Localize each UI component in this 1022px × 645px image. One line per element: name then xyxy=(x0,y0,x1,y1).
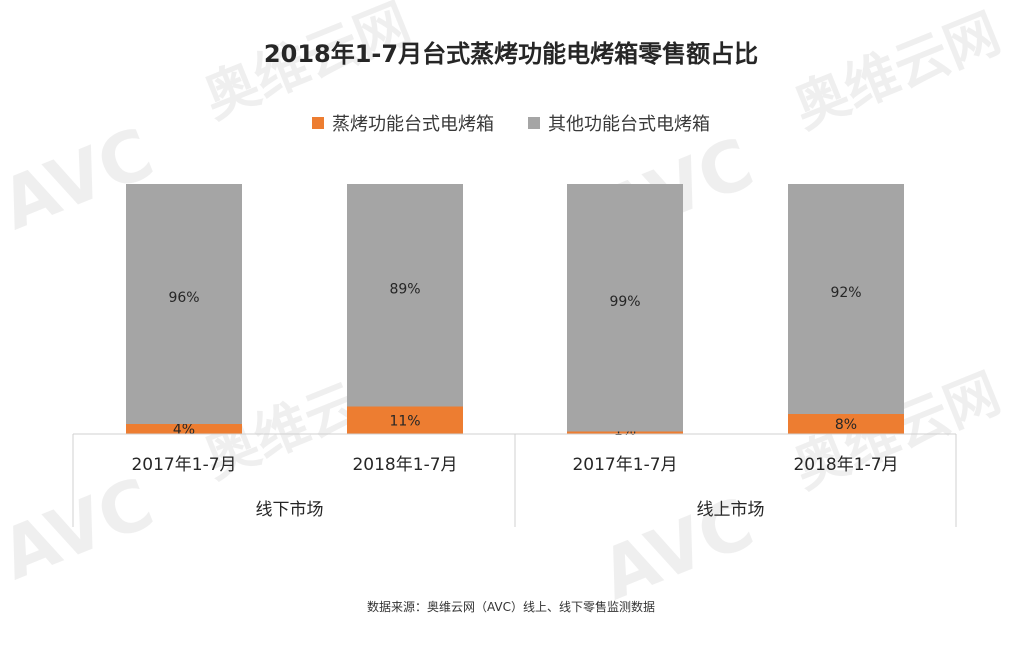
bar-segment xyxy=(788,184,904,414)
legend-label: 其他功能台式电烤箱 xyxy=(548,114,710,135)
bar-segment xyxy=(567,184,683,432)
legend-item: 其他功能台式电烤箱 xyxy=(528,110,710,136)
legend-swatch xyxy=(528,117,540,129)
bar-segment xyxy=(567,431,683,434)
x-tick-label: 2017年1-7月 xyxy=(572,455,677,475)
x-tick-label: 2018年1-7月 xyxy=(793,455,898,475)
legend-swatch xyxy=(312,117,324,129)
chart-title: 2018年1-7月台式蒸烤功能电烤箱零售额占比 xyxy=(263,40,759,68)
data-label: 89% xyxy=(389,281,420,297)
legend-label: 蒸烤功能台式电烤箱 xyxy=(332,114,494,135)
data-label: 8% xyxy=(835,417,857,433)
x-tick-label: 2018年1-7月 xyxy=(352,455,457,475)
data-label: 4% xyxy=(173,422,195,438)
group-label: 线下市场 xyxy=(256,500,324,520)
bar-segment xyxy=(788,414,904,434)
data-label: 11% xyxy=(389,413,420,429)
legend-item: 蒸烤功能台式电烤箱 xyxy=(312,110,494,136)
source-note: 数据来源：奥维云网（AVC）线上、线下零售监测数据 xyxy=(366,600,656,614)
bar-segment xyxy=(126,424,242,434)
data-label: 96% xyxy=(168,290,199,306)
x-tick-label: 2017年1-7月 xyxy=(131,455,236,475)
data-label: 99% xyxy=(609,294,640,310)
group-label: 线上市场 xyxy=(697,500,765,520)
bar-segment xyxy=(347,406,463,434)
bar-segment xyxy=(126,184,242,424)
chart-legend: 蒸烤功能台式电烤箱 其他功能台式电烤箱 xyxy=(0,110,1022,136)
data-label: 92% xyxy=(830,285,861,301)
bar-segment xyxy=(347,184,463,407)
